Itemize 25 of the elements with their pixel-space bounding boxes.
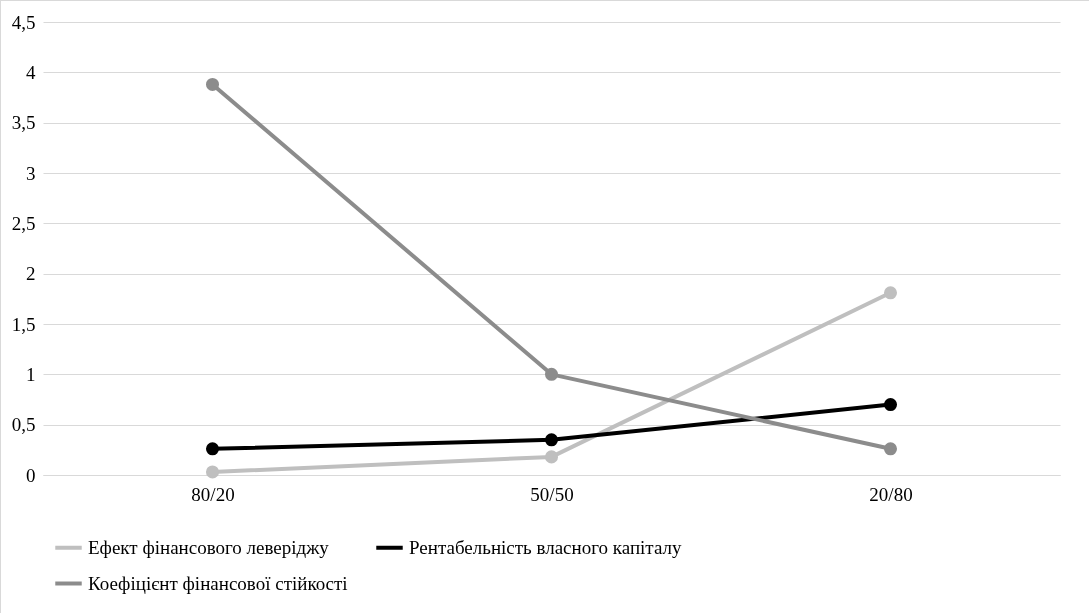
- legend-label: Рентабельність власного капіталу: [409, 536, 682, 558]
- y-tick-label: 0,5: [11, 414, 36, 436]
- legend-label: Ефект фінансового леверіджу: [88, 536, 330, 558]
- y-tick-label: 4: [26, 61, 36, 83]
- point: [544, 367, 559, 381]
- point: [205, 465, 220, 479]
- y-tick-label: 1,5: [11, 313, 36, 335]
- y-tick-label: 4,5: [11, 11, 36, 33]
- point: [544, 450, 559, 464]
- point: [883, 398, 898, 412]
- y-tick-label: 3: [26, 162, 36, 184]
- point: [205, 77, 220, 91]
- y-tick-label: 2: [26, 263, 36, 285]
- point: [883, 286, 898, 300]
- point: [205, 442, 220, 456]
- y-tick-label: 0: [26, 464, 36, 486]
- x-tick-label: 20/80: [869, 483, 913, 505]
- x-tick-label: 50/50: [530, 483, 574, 505]
- y-tick-label: 2,5: [11, 212, 36, 234]
- legend-label: Коефіцієнт фінансової стійкості: [88, 572, 348, 594]
- point: [544, 433, 559, 447]
- y-tick-label: 1: [26, 363, 36, 385]
- x-tick-label: 80/20: [191, 483, 235, 505]
- point: [883, 442, 898, 456]
- y-tick-label: 3,5: [11, 112, 36, 134]
